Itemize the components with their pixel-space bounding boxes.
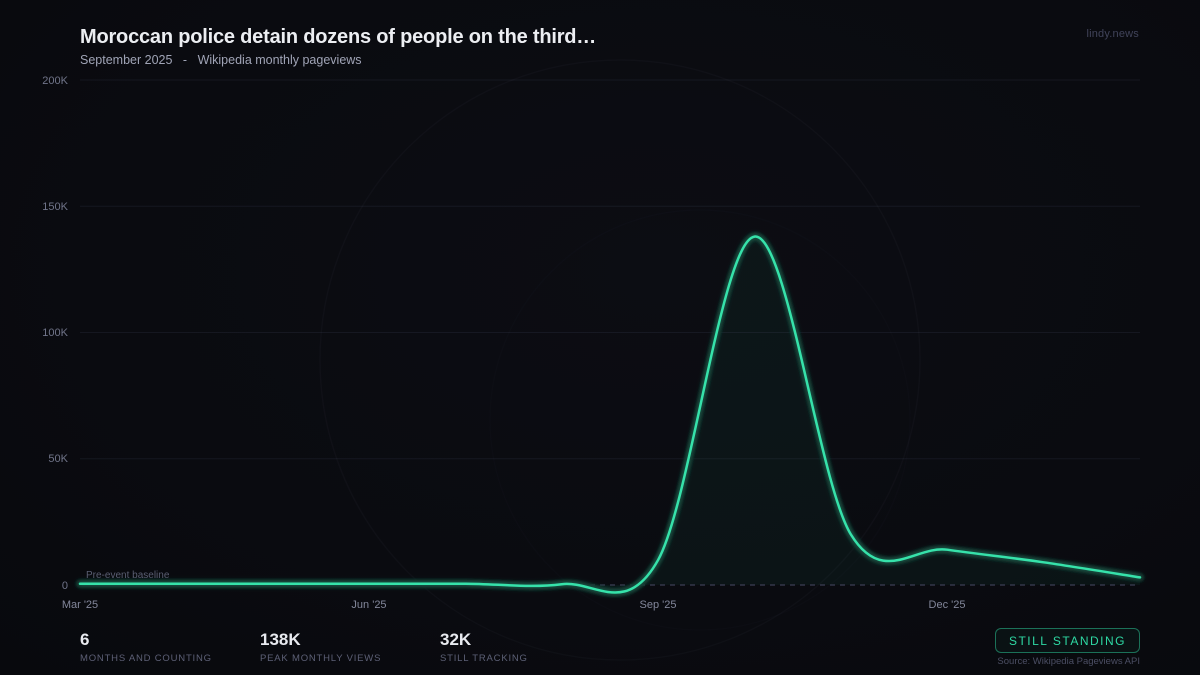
x-tick: Sep '25 xyxy=(640,599,677,611)
baseline-annotation: Pre-event baseline xyxy=(86,570,170,581)
stat-duration: 6 MONTHS AND COUNTING xyxy=(80,630,212,664)
x-tick: Dec '25 xyxy=(929,599,966,611)
event-date: September 2025 xyxy=(80,53,173,67)
pageviews-line xyxy=(78,235,1142,594)
pageviews-area xyxy=(80,236,1140,593)
stat-value: 138K xyxy=(260,630,301,649)
stat-value: 6 xyxy=(80,630,90,649)
stat-peak: 138K PEAK MONTHLY VIEWS xyxy=(260,630,381,664)
x-tick: Mar '25 xyxy=(62,599,98,611)
subtitle-separator: - xyxy=(182,53,188,67)
y-tick: 0 xyxy=(62,580,68,592)
stat-label: MONTHS AND COUNTING xyxy=(80,653,212,664)
line-glow xyxy=(77,233,1143,596)
stat-value: 32K xyxy=(440,630,472,649)
brand-watermark: lindy.news xyxy=(1086,28,1139,40)
chart-subtitle: September 2025 - Wikipedia monthly pagev… xyxy=(80,53,362,67)
metric-label: Wikipedia monthly pageviews xyxy=(197,53,362,67)
stat-label: PEAK MONTHLY VIEWS xyxy=(260,653,382,664)
y-tick: 150K xyxy=(42,201,68,213)
stat-label: STILL TRACKING xyxy=(440,653,528,664)
y-tick: 50K xyxy=(48,453,68,465)
status-badge: STILL STANDING xyxy=(994,628,1140,653)
stats-row: 6 MONTHS AND COUNTING 138K PEAK MONTHLY … xyxy=(0,630,1200,675)
y-tick: 100K xyxy=(42,327,68,339)
stat-current: 32K STILL TRACKING xyxy=(440,630,528,664)
line-halo xyxy=(75,232,1145,597)
x-tick: Jun '25 xyxy=(351,599,386,611)
gridlines xyxy=(80,79,1140,460)
page-title: Moroccan police detain dozens of people … xyxy=(80,26,597,48)
y-axis-labels: 200K 150K 100K 50K 0 xyxy=(42,75,68,592)
source-attribution: Source: Wikipedia Pageviews API xyxy=(997,656,1140,667)
x-axis-labels: Mar '25 Jun '25 Sep '25 Dec '25 xyxy=(62,599,966,611)
y-tick: 200K xyxy=(42,75,68,87)
